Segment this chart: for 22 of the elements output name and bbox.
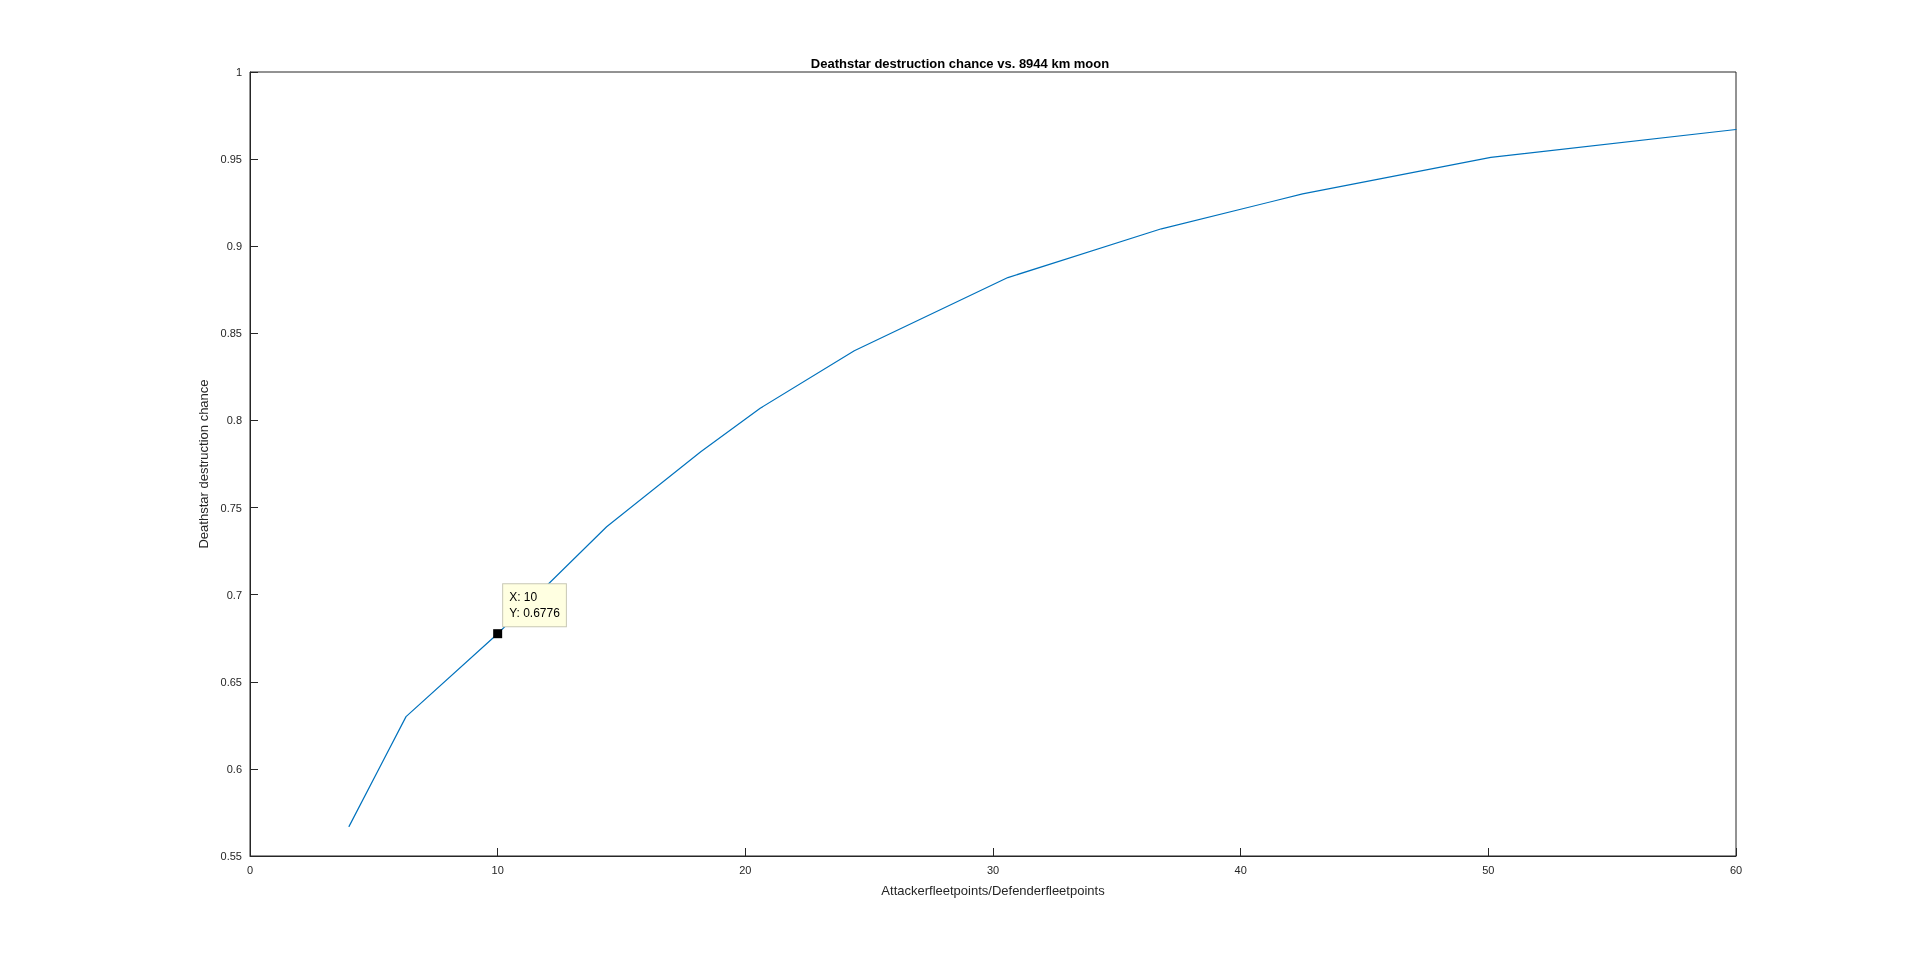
x-tick-label: 60 [1729, 863, 1743, 876]
line-series [348, 128, 1737, 827]
y-tick-label: 0.6 [226, 762, 242, 775]
y-tick-label: 0.65 [220, 675, 242, 688]
x-tick-label: 10 [491, 863, 504, 876]
x-tick-label: 30 [986, 863, 1000, 876]
y-tick-label: 0.95 [220, 153, 242, 166]
annotation: X: 10 Y: 0.6776 [509, 590, 561, 621]
chart-title: Deathstar destruction chance vs. 8944 km moon [810, 56, 1110, 71]
y-tick-label: 0.9 [226, 240, 242, 253]
y-tick-label: 0.55 [220, 850, 242, 862]
x-axis-title: Attackerfleetpoints/Defenderfleetpoints [881, 883, 1106, 898]
x-tick-label: 50 [1482, 863, 1495, 876]
y-tick-label: 0.85 [220, 327, 242, 340]
y-tick-label: 1 [235, 66, 242, 78]
y-axis-title: Deathstar destruction chance [195, 379, 211, 549]
x-tick-label: 40 [1234, 863, 1247, 876]
y-tick-label: 0.7 [226, 588, 242, 601]
x-tick-label: 0 [246, 863, 254, 876]
y-tick-label: 0.75 [220, 501, 242, 514]
y-tick-label: 0.8 [226, 414, 242, 427]
x-tick-label: 20 [739, 863, 752, 876]
